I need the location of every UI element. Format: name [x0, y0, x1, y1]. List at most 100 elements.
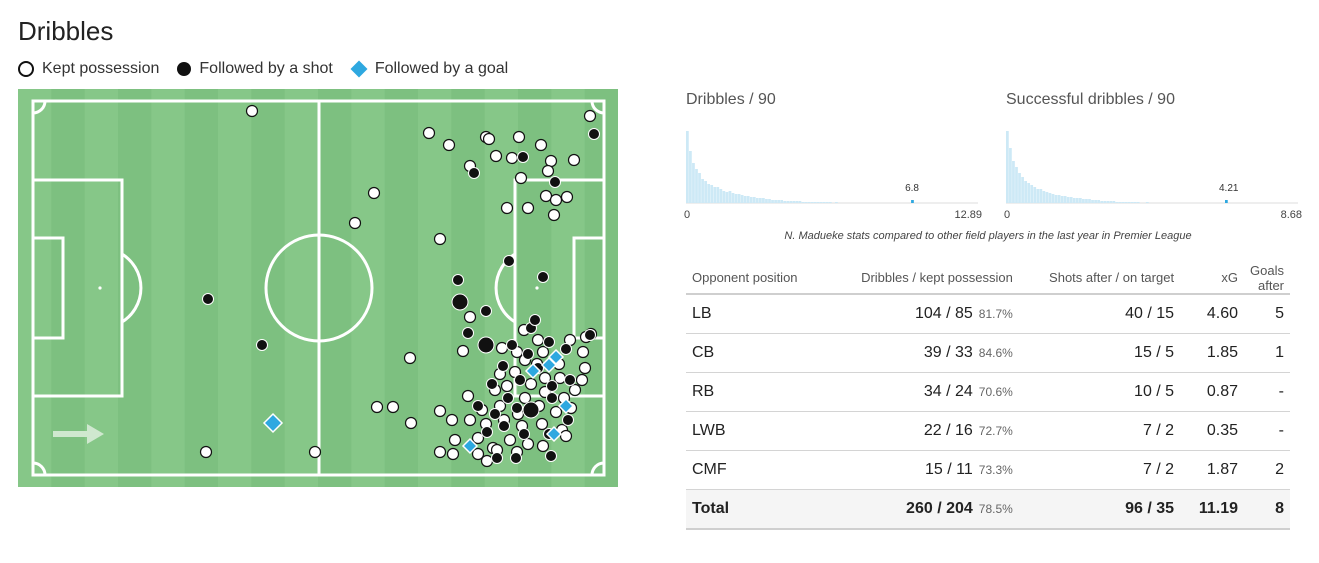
cell-shots: 7 / 2 [1018, 411, 1181, 451]
histogram-bar [1009, 148, 1012, 203]
shot-marker [545, 450, 557, 462]
cell-dribbles: 260 / 204 78.5% [827, 489, 1019, 530]
histogram-bar [686, 131, 689, 203]
shot-marker [510, 452, 522, 464]
pitch-stripe [151, 89, 186, 487]
goal-marker [524, 362, 542, 380]
kept-possession-marker [568, 383, 582, 397]
shot-marker [511, 402, 523, 414]
histogram-bar [716, 187, 720, 203]
pitch-stripe [18, 89, 52, 487]
histogram-bar [1006, 131, 1009, 203]
shot-marker [522, 401, 540, 419]
histogram-bar [1127, 202, 1131, 203]
cell-dribbles: 104 / 85 81.7% [827, 294, 1019, 334]
dribbles-value: 39 / 33 [923, 344, 973, 361]
histogram-bar [1060, 196, 1064, 203]
shot-marker [468, 167, 480, 179]
histogram-bar [1130, 202, 1134, 203]
kept-possession-marker [471, 447, 485, 461]
histogram-bar [722, 191, 726, 203]
axis-min-label: 0 [684, 209, 691, 221]
histogram-bar [1048, 193, 1052, 203]
pitch-stripe [284, 89, 319, 487]
legend-goal-label: Followed by a goal [374, 60, 509, 77]
player-bar [911, 200, 914, 203]
histogram-bar [752, 197, 756, 203]
histogram-bar [1085, 199, 1088, 203]
shot-marker [543, 336, 555, 348]
kept-possession-marker [536, 345, 550, 359]
shot-marker [256, 339, 268, 351]
histogram-bar [822, 202, 826, 203]
kept-possession-marker [348, 216, 362, 230]
kept-possession-marker [463, 413, 477, 427]
shot-marker [562, 414, 574, 426]
histogram-bar [737, 194, 741, 203]
histogram-bar [725, 192, 729, 203]
kept-possession-marker [559, 429, 573, 443]
histogram-bar [792, 201, 796, 203]
axis-max-label: 12.89 [954, 209, 982, 221]
histogram-bar [807, 202, 811, 203]
kept-possession-marker [549, 193, 563, 207]
histogram-bar [1075, 198, 1079, 203]
kept-possession-marker [547, 208, 561, 222]
cell-shots: 10 / 5 [1018, 372, 1181, 412]
histogram-bars [686, 131, 978, 204]
shot-marker [514, 374, 526, 386]
histogram-bar [1036, 189, 1040, 203]
table-header-row: Opponent position Dribbles / kept posses… [686, 262, 1290, 295]
histogram-bar [771, 200, 774, 203]
kept-possession-marker [531, 333, 545, 347]
pitch-stripe [451, 89, 486, 487]
pct-value: 78.5% [978, 502, 1013, 516]
kept-possession-marker [500, 379, 514, 393]
histogram-bar [1082, 199, 1085, 203]
histogram-bar [707, 184, 711, 203]
kept-possession-marker [442, 138, 456, 152]
histogram-bar [1021, 177, 1024, 203]
histogram-bar [798, 201, 802, 203]
pitch-stripe [318, 89, 352, 487]
cell-shots: 40 / 15 [1018, 294, 1181, 334]
histogram-bar [789, 201, 793, 203]
kept-possession-marker [544, 154, 558, 168]
goal-marker [547, 348, 565, 366]
histogram-bar [1103, 201, 1107, 203]
kept-possession-marker [433, 404, 447, 418]
pitch-stripe [584, 89, 618, 487]
histogram-bar [783, 201, 787, 203]
histogram-bar [1094, 200, 1097, 203]
cell-goals: 1 [1244, 333, 1290, 373]
table-row: CB 39 / 33 84.6% 15 / 5 1.85 1 [686, 333, 1290, 373]
dribbles-value: 34 / 24 [923, 383, 973, 400]
shot-marker [452, 274, 464, 286]
histogram-bar [765, 199, 768, 203]
shot-marker [489, 408, 501, 420]
cell-dribbles: 22 / 16 72.7% [827, 411, 1019, 451]
histogram-bar [740, 195, 744, 203]
histogram-bar [1027, 183, 1031, 203]
kept-possession-marker [534, 138, 548, 152]
diamond-icon [350, 60, 368, 78]
kept-possession-marker [471, 431, 485, 445]
histogram-bar [1079, 198, 1082, 203]
dribbles-value: 104 / 85 [914, 305, 973, 322]
kept-possession-marker [403, 351, 417, 365]
kept-possession-marker [245, 104, 259, 118]
histogram-bar [1042, 191, 1046, 203]
histogram-bar [804, 202, 808, 203]
pitch-stripe [218, 89, 252, 487]
histogram-bar [695, 169, 698, 203]
cell-goals: 8 [1244, 489, 1290, 530]
legend-kept-label: Kept possession [42, 60, 160, 77]
player-bar [1225, 200, 1228, 203]
histogram-bar [1109, 201, 1113, 203]
histogram-bar [1106, 201, 1110, 203]
goal-marker [461, 437, 479, 455]
histogram-bar [816, 202, 820, 203]
histogram-bar [689, 151, 692, 203]
cell-xg: 1.85 [1180, 333, 1245, 373]
kept-possession-marker [560, 190, 574, 204]
